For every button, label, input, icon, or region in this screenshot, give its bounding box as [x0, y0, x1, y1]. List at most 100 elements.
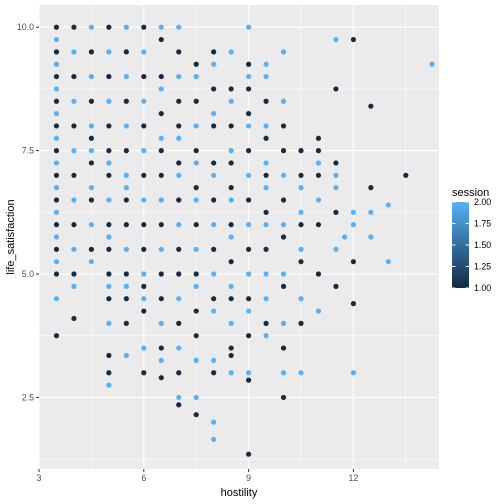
data-point — [88, 49, 95, 55]
data-point — [141, 283, 147, 289]
data-point — [298, 222, 304, 228]
data-point — [158, 222, 164, 228]
data-point — [193, 197, 199, 203]
data-point — [71, 315, 77, 322]
y-tick-label: 10.0 — [17, 22, 34, 32]
data-point — [333, 283, 339, 289]
data-point — [141, 123, 147, 129]
data-point — [88, 185, 95, 191]
data-point — [141, 172, 147, 178]
data-point — [193, 283, 199, 289]
data-point — [228, 345, 234, 351]
data-point — [211, 110, 217, 117]
data-point — [106, 222, 112, 228]
data-point — [141, 370, 147, 376]
data-point — [228, 222, 234, 228]
data-point — [211, 49, 217, 55]
data-point — [211, 61, 217, 67]
data-point — [158, 24, 164, 30]
data-point — [53, 246, 60, 252]
data-point — [263, 296, 269, 302]
data-point — [158, 296, 164, 302]
data-point — [123, 222, 129, 228]
data-point — [53, 98, 60, 104]
legend-break-label: 2.00 — [474, 197, 491, 207]
data-point — [141, 24, 147, 30]
data-point — [263, 222, 269, 228]
data-point — [53, 222, 60, 228]
data-point — [228, 98, 234, 104]
data-point — [141, 148, 147, 154]
data-point — [211, 271, 217, 277]
data-point — [123, 271, 129, 277]
data-point — [193, 98, 199, 104]
data-point — [106, 197, 112, 203]
data-point — [368, 234, 374, 240]
data-point — [141, 246, 147, 252]
data-point — [141, 98, 147, 104]
data-point — [123, 283, 129, 289]
data-point — [106, 123, 112, 129]
data-point — [350, 36, 357, 43]
data-point — [280, 320, 287, 326]
data-point — [350, 209, 357, 215]
data-point — [141, 197, 147, 203]
y-axis: 2.5 5.0 7.5 10.0 — [17, 22, 39, 402]
data-point — [333, 36, 339, 43]
data-point — [280, 394, 287, 401]
data-point — [228, 49, 234, 55]
data-point — [106, 271, 112, 277]
data-point — [315, 135, 322, 141]
data-point — [333, 246, 339, 252]
data-point — [123, 148, 129, 154]
data-point — [333, 209, 339, 215]
data-point — [350, 370, 357, 376]
data-point — [176, 345, 182, 351]
legend-ticks: 1.00 1.25 1.50 1.75 2.00 — [452, 197, 491, 293]
data-point — [228, 148, 234, 154]
data-point — [228, 185, 234, 191]
data-point — [193, 308, 199, 314]
data-point — [88, 160, 95, 166]
y-tick-label: 5.0 — [22, 269, 34, 279]
data-point — [315, 160, 322, 166]
data-point — [193, 148, 199, 154]
data-point — [228, 283, 234, 289]
data-point — [193, 61, 199, 67]
data-point — [71, 197, 77, 203]
data-point — [246, 197, 252, 203]
plot-panel — [39, 5, 439, 469]
data-point — [315, 148, 322, 154]
data-point — [263, 135, 269, 141]
data-point — [141, 345, 147, 351]
data-point — [211, 296, 217, 302]
data-point — [176, 370, 182, 376]
legend-break-label: 1.75 — [474, 219, 491, 229]
data-point — [246, 110, 252, 117]
x-tick-label: 12 — [349, 473, 359, 483]
data-point — [298, 259, 304, 265]
data-point — [298, 296, 304, 302]
data-point — [246, 296, 252, 302]
data-point — [176, 394, 182, 401]
x-tick-label: 3 — [37, 473, 42, 483]
data-point — [211, 123, 217, 129]
data-point — [193, 246, 199, 252]
data-point — [280, 148, 287, 154]
data-point — [280, 370, 287, 376]
data-point — [106, 246, 112, 252]
data-point — [88, 135, 95, 141]
data-point — [298, 148, 304, 154]
data-point — [211, 86, 217, 92]
data-point — [211, 246, 217, 252]
data-point — [350, 301, 357, 307]
data-point — [246, 333, 252, 339]
x-tick-label: 9 — [246, 473, 251, 483]
data-point — [263, 320, 269, 326]
data-point — [263, 271, 269, 277]
data-point — [228, 123, 234, 129]
data-point — [193, 357, 199, 364]
data-point — [71, 148, 77, 154]
data-point — [368, 185, 374, 191]
data-point — [193, 394, 199, 401]
